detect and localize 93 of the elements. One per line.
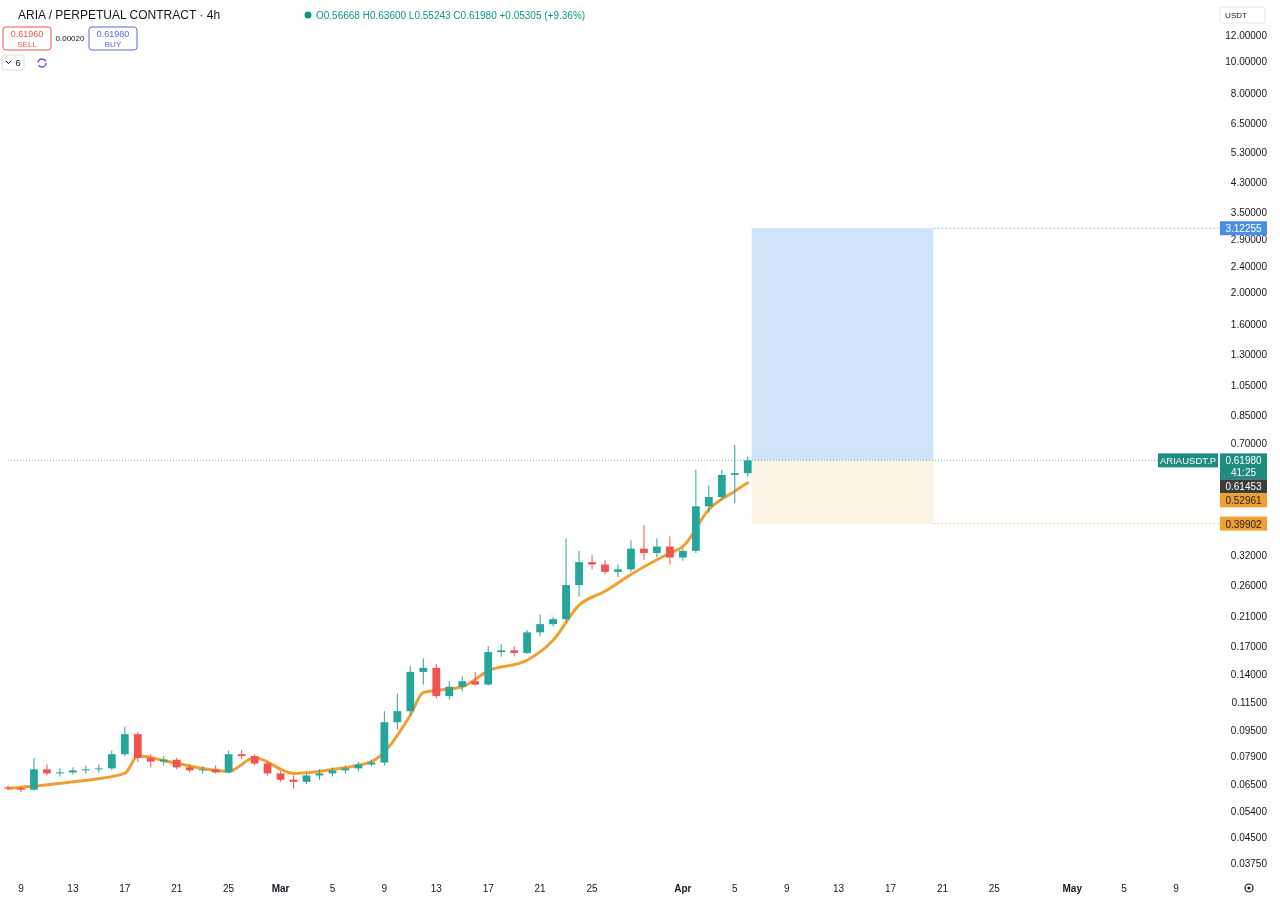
candlestick xyxy=(614,564,622,578)
candlestick xyxy=(224,750,233,774)
candlestick xyxy=(653,537,661,559)
x-tick-label: 9 xyxy=(783,883,790,894)
y-tick-label: 1.05000 xyxy=(1230,379,1268,391)
annotation: 0.00020 xyxy=(55,34,86,43)
y-tick-label: 0.14000 xyxy=(1230,668,1268,680)
ref-line-label: ARIAUSDT.P xyxy=(1160,454,1216,466)
y-tick-label: 0.32000 xyxy=(1230,550,1268,562)
y-tick-label: 12.00000 xyxy=(1225,30,1268,41)
chart-title: ARIA / PERPETUAL CONTRACT · 4h xyxy=(18,8,221,22)
x-tick-label: 9 xyxy=(1173,883,1180,894)
band-label: 0.39902 xyxy=(1225,518,1263,530)
x-tick-label: 9 xyxy=(18,883,25,894)
candlestick xyxy=(497,643,506,658)
x-tick-label: 21 xyxy=(534,883,547,894)
y-tick-label: 0.70000 xyxy=(1230,437,1268,449)
candlestick xyxy=(588,554,596,570)
candlestick xyxy=(107,750,116,771)
annotation: SELL xyxy=(17,40,38,49)
candlestick xyxy=(17,785,25,793)
x-tick-label: 5 xyxy=(1121,883,1128,894)
annotation: 0.61980 xyxy=(96,29,130,39)
y-tick-label: 0.85000 xyxy=(1230,410,1268,422)
y-tick-label: 2.90000 xyxy=(1230,233,1268,245)
y-tick-label: 0.05400 xyxy=(1230,805,1268,817)
annotation: BUY xyxy=(104,40,122,49)
y-tick-label: 3.50000 xyxy=(1230,206,1268,218)
x-tick-label: 5 xyxy=(329,883,336,894)
candlestick xyxy=(419,657,428,686)
band-label: 3.12255 xyxy=(1225,223,1263,235)
annotation: 6 xyxy=(15,58,21,68)
candlestick xyxy=(30,757,38,792)
text: USDT xyxy=(1225,11,1247,20)
y-tick-label: 2.00000 xyxy=(1230,287,1268,299)
candlestick xyxy=(536,613,545,637)
x-tick-label: 13 xyxy=(430,883,443,894)
y-tick-label: 0.11500 xyxy=(1231,697,1268,709)
x-tick-label: 5 xyxy=(732,883,739,894)
candlestick xyxy=(666,535,674,566)
candlestick xyxy=(4,784,12,791)
x-tick-label: Mar xyxy=(271,883,290,894)
x-tick-label: 13 xyxy=(833,883,845,894)
x-tick-label: 13 xyxy=(67,883,79,894)
x-tick-label: 25 xyxy=(223,883,235,894)
x-tick-label: May xyxy=(1062,883,1083,894)
y-tick-label: 2.40000 xyxy=(1230,261,1268,273)
annotation: 0.61960 xyxy=(10,29,44,39)
y-tick-label: 5.30000 xyxy=(1230,147,1268,159)
y-tick-label: 0.09500 xyxy=(1230,724,1268,736)
text: O0.56668 H0.63600 L0.55243 C0.61980 +0.05305 (+9.36%) xyxy=(316,10,586,21)
y-tick-label: 0.03750 xyxy=(1230,858,1268,869)
y-tick-label: 0.17000 xyxy=(1230,641,1268,653)
y-tick-label: 1.30000 xyxy=(1230,349,1268,361)
y-tick-label: 0.21000 xyxy=(1230,610,1268,622)
x-tick-label: 17 xyxy=(119,883,131,894)
candlestick xyxy=(627,539,635,573)
y-tick-label: 1.60000 xyxy=(1230,319,1268,331)
candlestick xyxy=(81,764,90,774)
candlestick xyxy=(640,524,648,561)
x-tick-label: 25 xyxy=(586,883,599,894)
text: 0.52961 xyxy=(1225,494,1263,506)
x-tick-label: 9 xyxy=(381,883,388,894)
candlestick xyxy=(575,550,583,598)
x-tick-label: 17 xyxy=(482,883,495,894)
y-tick-label: 0.26000 xyxy=(1230,580,1268,592)
candlestick xyxy=(120,726,129,757)
x-tick-label: 21 xyxy=(936,883,949,894)
candlestick xyxy=(445,680,454,701)
candlestick xyxy=(69,766,77,775)
text: 0.61980 xyxy=(1225,454,1263,466)
y-tick-label: 0.04500 xyxy=(1230,831,1268,843)
y-tick-label: 0.07900 xyxy=(1230,751,1268,763)
x-tick-label: Apr xyxy=(674,883,692,894)
candlestick xyxy=(704,485,713,514)
text: 0.61453 xyxy=(1225,480,1263,492)
x-tick-label: 25 xyxy=(988,883,1001,894)
x-tick-label: 17 xyxy=(884,883,897,894)
y-tick-label: 4.30000 xyxy=(1230,177,1268,189)
y-tick-label: 6.50000 xyxy=(1230,118,1268,130)
candlestick xyxy=(730,444,739,504)
candlestick xyxy=(717,469,726,501)
candlestick xyxy=(43,763,51,776)
candlestick xyxy=(56,767,64,778)
candlestick xyxy=(523,629,532,655)
candlestick xyxy=(133,731,142,763)
candlestick xyxy=(393,693,402,731)
y-tick-label: 8.00000 xyxy=(1230,88,1268,100)
candlestick xyxy=(601,559,609,575)
y-tick-label: 10.00000 xyxy=(1225,56,1268,68)
x-tick-label: 21 xyxy=(171,883,183,894)
y-tick-label: 0.06500 xyxy=(1230,779,1268,791)
text: 41:25 xyxy=(1230,466,1257,478)
